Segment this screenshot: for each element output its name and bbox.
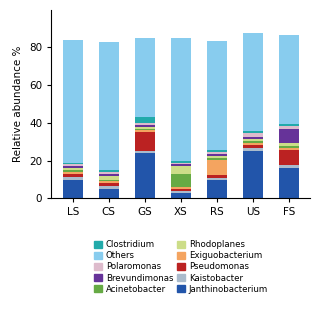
Bar [243,137,263,139]
Bar [279,150,299,165]
Bar [279,130,299,143]
Bar [99,174,119,176]
Bar [99,189,119,198]
Bar [207,41,227,150]
Bar [279,143,299,147]
Bar [99,180,119,181]
Bar [207,180,227,198]
Bar [243,141,263,143]
Bar [243,145,263,148]
Bar [207,152,227,154]
Bar [279,165,299,168]
Bar [243,139,263,141]
Bar [135,123,155,125]
Bar [99,176,119,180]
Legend: Clostridium, Others, Polaromonas, Brevundimonas, Acinetobacter, Rhodoplanes, Exi: Clostridium, Others, Polaromonas, Brevun… [90,237,271,297]
Bar [171,38,191,161]
Bar [171,187,191,189]
Bar [135,151,155,153]
Bar [171,164,191,166]
Bar [99,172,119,174]
Bar [63,164,83,166]
Bar [171,189,191,191]
Bar [171,191,191,193]
Bar [135,132,155,151]
Bar [243,133,263,137]
Bar [135,117,155,123]
Bar [135,131,155,132]
Bar [171,166,191,174]
Y-axis label: Relative abundance %: Relative abundance % [13,46,23,162]
Bar [243,151,263,198]
Bar [99,183,119,186]
Bar [207,150,227,152]
Bar [279,35,299,124]
Bar [135,38,155,117]
Bar [99,186,119,189]
Bar [99,42,119,170]
Bar [63,40,83,163]
Bar [243,132,263,133]
Bar [135,129,155,131]
Bar [279,148,299,150]
Bar [99,181,119,183]
Bar [63,177,83,180]
Bar [135,153,155,198]
Bar [207,178,227,180]
Bar [207,160,227,175]
Bar [63,174,83,177]
Bar [207,156,227,158]
Bar [63,166,83,168]
Bar [207,175,227,178]
Bar [135,127,155,129]
Bar [171,193,191,198]
Bar [63,168,83,170]
Bar [171,161,191,163]
Bar [207,154,227,156]
Bar [243,148,263,151]
Bar [171,163,191,164]
Bar [135,125,155,127]
Bar [243,33,263,132]
Bar [279,124,299,126]
Bar [63,180,83,198]
Bar [243,143,263,145]
Bar [99,170,119,172]
Bar [63,163,83,164]
Bar [63,170,83,172]
Bar [279,126,299,130]
Bar [63,172,83,174]
Bar [207,158,227,160]
Bar [279,168,299,198]
Bar [171,174,191,187]
Bar [279,147,299,148]
